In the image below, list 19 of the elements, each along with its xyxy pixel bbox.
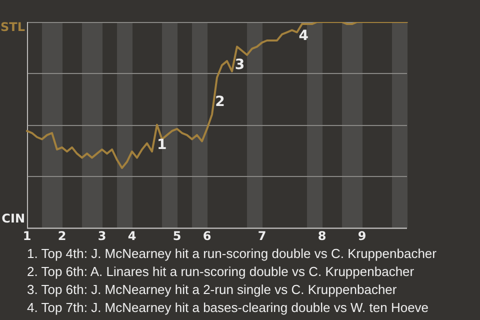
x-tick-label: 9 xyxy=(358,228,366,243)
x-tick-label: 4 xyxy=(128,228,136,243)
x-tick-label: 7 xyxy=(258,228,266,243)
text: 3. Top 6th: J. McNearney hit a 2-run single vs C. Kruppenbacher xyxy=(27,281,398,299)
text: 4. Top 7th: J. McNearney hit a bases-clearing double vs W. ten Hoeve xyxy=(27,299,430,317)
x-tick-label: 6 xyxy=(202,228,212,243)
annotation: 4 xyxy=(298,28,309,44)
x-tick-label: 5 xyxy=(172,228,182,243)
text: 1. Top 4th: J. McNearney hit a run-scoring double vs C. Kruppenbacher xyxy=(27,245,436,263)
x-tick-label: 2 xyxy=(58,228,66,243)
text: 2. Top 6th: A. Linares hit a run-scoring double vs C. Kruppenbacher xyxy=(27,263,416,281)
x-tick-label: 1 xyxy=(22,228,32,243)
text: STL xyxy=(0,20,26,34)
text: CIN xyxy=(2,212,25,226)
x-tick-label: 3 xyxy=(98,228,106,243)
x-tick-label: 8 xyxy=(318,228,326,243)
annotation: 2 xyxy=(215,94,225,110)
annotation: 1 xyxy=(157,137,167,153)
annotation: 3 xyxy=(234,56,245,73)
